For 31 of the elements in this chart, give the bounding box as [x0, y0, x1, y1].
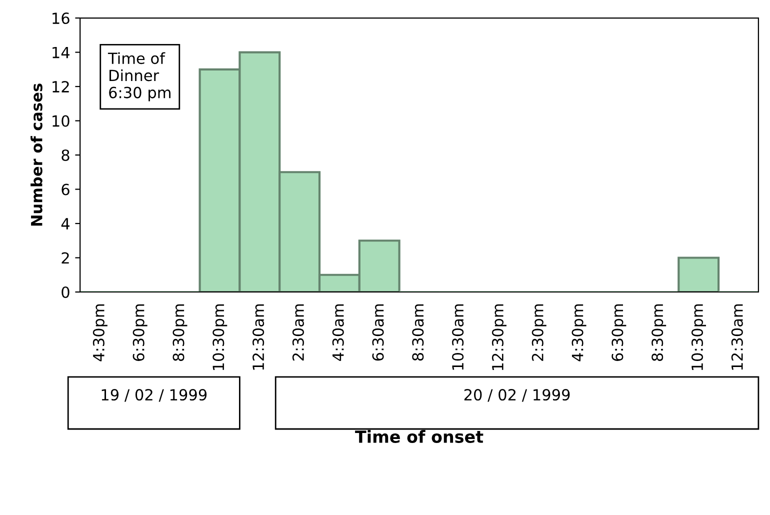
x-tick-label: 4:30pm [572, 304, 586, 362]
y-tick-label: 2 [62, 252, 69, 264]
x-tick-label: 2:30am [292, 304, 304, 361]
y-axis-title: Number of cases [30, 84, 42, 226]
x-tick-label: 10:30am [452, 304, 464, 370]
x-tick-label: 8:30pm [652, 304, 666, 361]
x-tick-label: 12:30am [252, 304, 264, 370]
y-tick-label: 8 [62, 149, 70, 162]
y-tick-label: 6 [62, 184, 70, 196]
x-tick-label: 8:30am [412, 304, 424, 361]
x-tick-label: 10:30pm [691, 304, 706, 370]
x-tick-label: 6:30pm [132, 304, 148, 361]
x-tick-label: 4:30am [332, 304, 344, 361]
x-tick-label: 10:30pm [212, 304, 228, 370]
annotation: Time of Dinner 6:30 pm [108, 52, 170, 102]
x-tick-label: 2:30pm [532, 304, 546, 361]
x-tick-label: 6:30am [372, 304, 384, 361]
text: 20 / 02 / 1999 [464, 388, 570, 402]
text: 19 / 02 / 1999 [102, 388, 207, 402]
x-tick-label: 8:30pm [172, 304, 188, 361]
y-tick-label: 16 [52, 12, 70, 24]
x-axis-title: Time of onset [355, 430, 484, 443]
x-tick-label: 12:30am [731, 304, 743, 370]
y-tick-label: 14 [52, 46, 70, 58]
y-tick-label: 12 [52, 80, 69, 92]
y-tick-label: 4 [61, 218, 70, 230]
x-tick-label: 4:30pm [92, 304, 108, 362]
y-tick-label: 0 [62, 286, 70, 298]
y-tick-label: 10 [52, 115, 70, 127]
x-tick-label: 12:30pm [492, 304, 506, 370]
x-tick-label: 6:30pm [612, 304, 626, 361]
